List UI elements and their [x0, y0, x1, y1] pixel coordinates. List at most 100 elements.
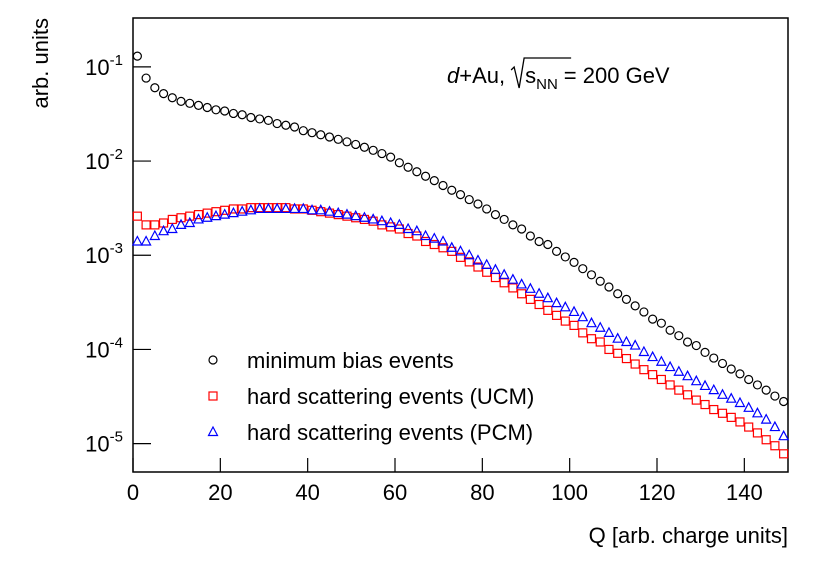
point [779, 449, 789, 459]
point [691, 340, 701, 351]
point [298, 126, 308, 136]
point [560, 316, 570, 326]
point [517, 289, 527, 299]
y-tick-exponent: -2 [110, 146, 123, 163]
point [428, 232, 440, 243]
point [385, 216, 397, 228]
point [620, 335, 632, 347]
point [638, 345, 650, 357]
point [201, 211, 213, 222]
point [489, 263, 501, 274]
point [630, 301, 640, 311]
point [524, 282, 536, 293]
point [227, 206, 239, 218]
x-tick-label: 20 [208, 480, 232, 505]
point [184, 216, 196, 228]
point [517, 224, 527, 234]
point [193, 213, 204, 224]
point [726, 412, 736, 422]
point [208, 355, 218, 365]
point [219, 208, 231, 219]
point [149, 229, 161, 241]
point [437, 235, 449, 246]
annotation-text: s [525, 63, 536, 88]
annotation-text: +Au, [459, 63, 505, 88]
point [332, 206, 344, 218]
point [595, 276, 605, 286]
point [464, 194, 474, 205]
point [341, 208, 353, 219]
legend-label: hard scattering events (PCM) [247, 420, 533, 445]
point [246, 112, 256, 123]
point [639, 365, 649, 375]
point [647, 350, 659, 362]
point [595, 337, 605, 347]
point [402, 222, 414, 234]
point [367, 213, 379, 224]
x-tick-label: 140 [726, 480, 763, 505]
point [368, 216, 378, 226]
point [280, 202, 292, 214]
point [770, 441, 780, 451]
point [534, 299, 544, 310]
point [769, 420, 781, 432]
point [586, 334, 597, 344]
point [455, 252, 466, 262]
annotation: d+Au, [447, 63, 505, 88]
x-tick-label: 40 [295, 480, 319, 505]
point [420, 229, 432, 241]
point [228, 204, 239, 214]
point [438, 180, 448, 191]
point [132, 211, 142, 221]
point [613, 289, 623, 299]
point [525, 231, 535, 241]
point [665, 380, 675, 390]
point [665, 325, 675, 335]
point [324, 205, 335, 216]
point [752, 428, 763, 438]
y-tick-exponent: -3 [110, 240, 123, 257]
point [263, 115, 273, 126]
point [472, 254, 484, 265]
point [185, 211, 195, 221]
point [245, 204, 257, 215]
point [770, 391, 780, 401]
point [543, 305, 553, 315]
y-tick-label: 10-5 [85, 429, 123, 457]
point [499, 278, 509, 288]
point [604, 344, 614, 355]
point [412, 167, 422, 177]
point [131, 235, 143, 246]
point [358, 211, 370, 222]
y-tick-label: 10-3 [85, 240, 123, 268]
point [648, 370, 658, 380]
point [393, 218, 405, 229]
point [412, 231, 422, 241]
point [411, 224, 423, 236]
point [682, 337, 693, 347]
point [481, 258, 493, 269]
point [690, 374, 702, 386]
point [760, 413, 772, 424]
point [377, 148, 387, 159]
point [708, 383, 720, 395]
point [516, 278, 528, 289]
point [132, 51, 142, 61]
point [463, 248, 475, 260]
point [744, 374, 754, 385]
point [586, 316, 597, 328]
point [490, 210, 501, 220]
point [281, 120, 291, 130]
x-tick-label: 0 [127, 480, 139, 505]
point [386, 152, 396, 162]
y-tick-label: 10-4 [85, 334, 123, 362]
point [176, 96, 186, 106]
point [306, 204, 318, 215]
point [490, 272, 501, 283]
annotation-subscript: NN [536, 76, 558, 93]
point [141, 73, 151, 83]
point [140, 235, 152, 246]
legend-label: hard scattering events (UCM) [247, 384, 534, 409]
point [717, 408, 728, 418]
point [220, 205, 230, 215]
